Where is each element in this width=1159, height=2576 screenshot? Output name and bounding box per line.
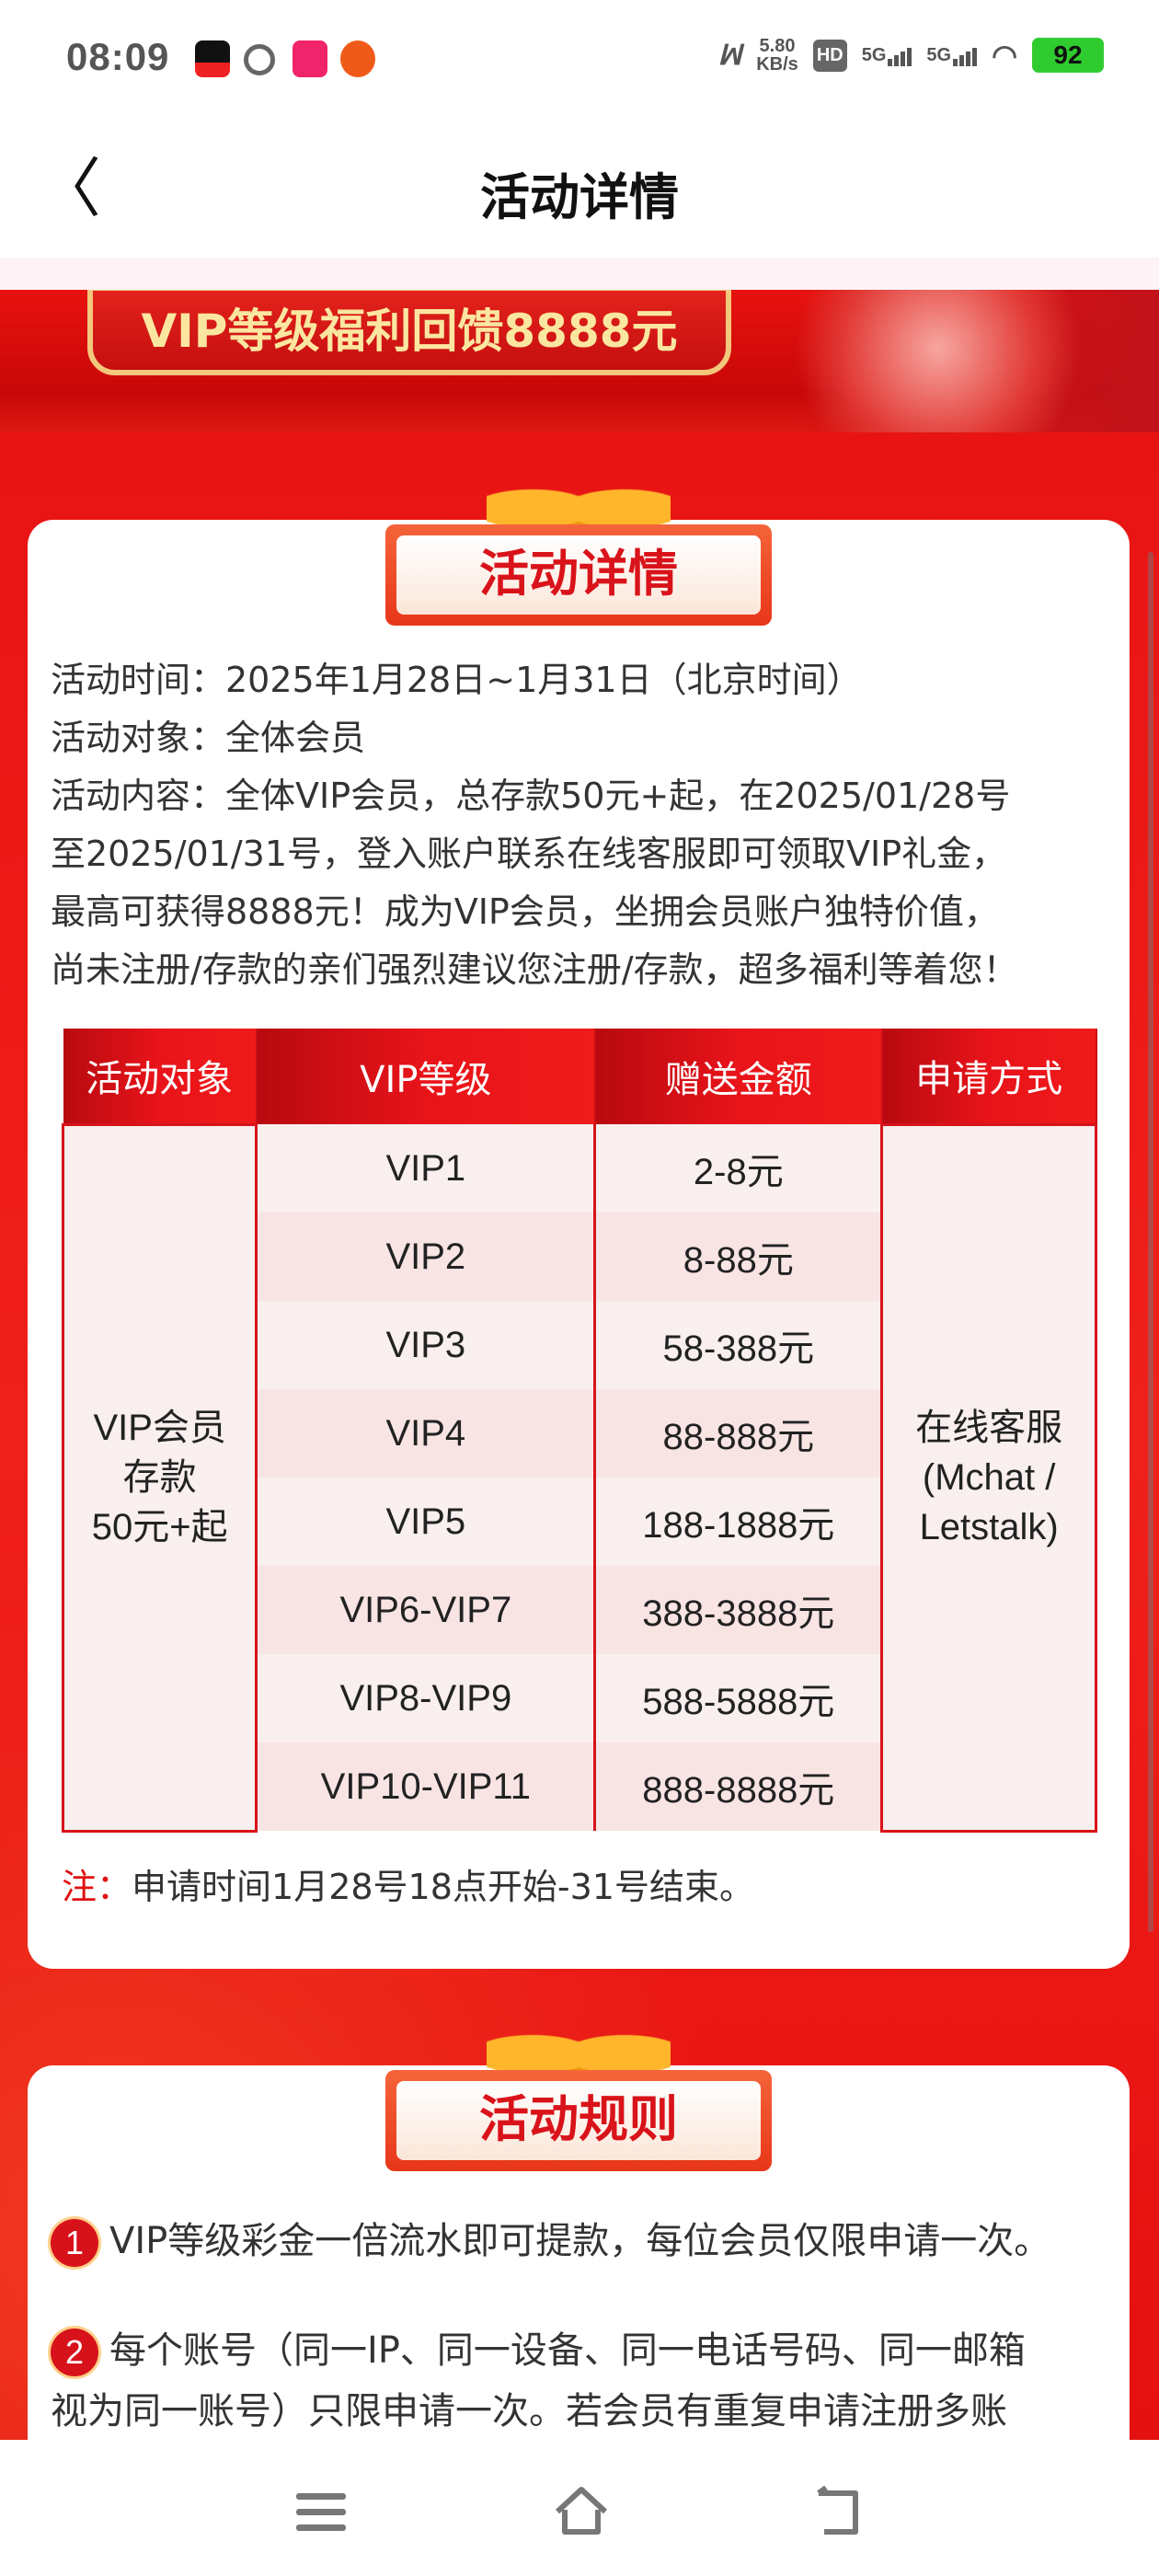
level-cell: VIP8-VIP9 (255, 1654, 597, 1742)
header-amount: 赠送金额 (594, 1029, 883, 1124)
method-text: 在线客服 (915, 1408, 1063, 1448)
amount-cell: 588-5888元 (593, 1654, 884, 1742)
header-level: VIP等级 (256, 1029, 596, 1124)
app-notification-icon (340, 40, 375, 77)
signal-icon: 5G (926, 44, 978, 66)
vip-reward-table: 活动对象 VIP等级 赠送金额 申请方式 VIP会员存款 50元+起 VIP1 2-8… (61, 1029, 1097, 1833)
scrollbar[interactable] (1148, 552, 1153, 1932)
level-cell: VIP2 (255, 1213, 597, 1301)
network-speed: 5.80 KB/s (756, 37, 798, 74)
level-cell: VIP3 (255, 1301, 597, 1389)
speed-value: 5.80 (759, 36, 796, 56)
table-row: VIP会员存款 50元+起 VIP1 2-8元在线客服 (Mchat / Letstalk… (61, 1122, 1097, 1833)
app-header: 〈 活动详情 (0, 124, 1159, 258)
target-cell: VIP会员存款 50元+起 (61, 1122, 258, 1833)
target-text: 存款 (122, 1457, 197, 1498)
details-card: 活动详情 活动时间：2025年1月28日~1月31日（北京时间） 活动对象：全体… (28, 465, 1130, 1969)
table-row: VIP4 88-888元 (63, 1389, 1096, 1478)
speed-unit: KB/s (756, 54, 798, 75)
chevron-left-icon[interactable]: 〈 (37, 151, 101, 226)
header-target: 活动对象 (63, 1029, 258, 1124)
divider (0, 258, 1159, 290)
hd-icon: HD (812, 39, 847, 72)
sync-icon (244, 44, 275, 75)
back-icon[interactable] (811, 2486, 863, 2537)
wifi-icon: ◠ (992, 39, 1017, 72)
battery-icon: 92 (1032, 38, 1104, 73)
amount-cell: 88-888元 (593, 1389, 884, 1478)
level-cell: VIP10-VIP11 (255, 1742, 597, 1831)
page-title: 活动详情 (480, 168, 679, 226)
method-text: (Mchat / (922, 1457, 1056, 1498)
status-bar: 08:09 ꟽ 5.80 KB/s HD 5G 5G ◠ 92 (0, 0, 1159, 124)
app-notification-icon (293, 40, 327, 77)
table-header: 活动对象 VIP等级 赠送金额 申请方式 (63, 1029, 1097, 1124)
amount-cell: 188-1888元 (593, 1478, 884, 1566)
table-row: VIP2 8-88元 (63, 1213, 1096, 1301)
level-cell: VIP5 (255, 1478, 597, 1566)
system-nav-bar (0, 2440, 1159, 2576)
clock: 08:09 (66, 35, 170, 78)
table-row: VIP6-VIP7 388-3888元 (63, 1566, 1096, 1654)
details-text: 活动时间：2025年1月28日~1月31日（北京时间） 活动对象：全体会员 活动… (51, 651, 1018, 999)
section-ribbon: 活动详情 (385, 465, 772, 626)
number-badge: 1 (51, 2219, 98, 2267)
section-title: 活动详情 (396, 535, 761, 615)
rule-text: 视为同一账号）只限申请一次。若会员有重复申请注册多账 (51, 2390, 1007, 2432)
activity-content: 至2025/01/31号，登入账户联系在线客服即可领取VIP礼金， (51, 834, 1007, 874)
activity-content: 最高可获得8888元！成为VIP会员，坐拥会员账户独特价值， (51, 891, 999, 932)
level-cell: VIP4 (255, 1389, 597, 1478)
rule-item: 2 每个账号（同一IP、同一设备、同一电话号码、同一邮箱视为同一账号）只限申请一次… (51, 2320, 1026, 2442)
menu-icon[interactable] (296, 2493, 346, 2531)
target-text: VIP会员 (93, 1408, 226, 1448)
note: 注：申请时间1月28号18点开始-31号结束。 (62, 1858, 754, 1909)
level-cell: VIP1 (255, 1124, 597, 1213)
activity-content: 活动内容：全体VIP会员，总存款50元+起，在2025/01/28号 (51, 776, 1011, 816)
amount-cell: 388-3888元 (593, 1566, 884, 1654)
carrier-icon: ꟽ (717, 40, 742, 71)
rule-text: 每个账号（同一IP、同一设备、同一电话号码、同一邮箱 (109, 2329, 1026, 2372)
signal-icon: 5G (862, 45, 912, 66)
activity-time: 活动时间：2025年1月28日~1月31日（北京时间） (51, 660, 862, 700)
table-row: VIP8-VIP9 588-5888元 (63, 1654, 1096, 1742)
app-notification-icon (195, 40, 230, 77)
amount-cell: 2-8元 (593, 1124, 884, 1213)
method-text: Letstalk) (919, 1507, 1059, 1547)
sim1-label: 5G (861, 44, 887, 65)
back-button[interactable]: 〈 (37, 152, 101, 225)
activity-content: 尚未注册/存款的亲们强烈建议您注册/存款，超多福利等着您！ (51, 949, 1018, 990)
section-title: 活动规则 (396, 2081, 761, 2160)
amount-cell: 58-388元 (593, 1301, 884, 1389)
section-ribbon: 活动规则 (385, 2010, 772, 2171)
table-row: VIP10-VIP11 888-8888元 (63, 1742, 1096, 1831)
method-cell: 在线客服 (Mchat / Letstalk) (880, 1122, 1097, 1833)
promo-banner: VIP等级福利回馈8888元 (0, 290, 1159, 437)
rule-item: 1 VIP等级彩金一倍流水即可提款，每位会员仅限申请一次。 (51, 2211, 1050, 2271)
table-row: VIP3 58-388元 (63, 1301, 1096, 1389)
banner-title: VIP等级福利回馈8888元 (87, 290, 731, 375)
gift-bag-image (791, 290, 1159, 437)
sim2-label: 5G (926, 44, 952, 65)
note-label: 注： (62, 1867, 132, 1907)
note-text: 申请时间1月28号18点开始-31号结束。 (132, 1867, 754, 1907)
rule-text: VIP等级彩金一倍流水即可提款，每位会员仅限申请一次。 (109, 2220, 1051, 2262)
level-cell: VIP6-VIP7 (255, 1566, 597, 1654)
amount-cell: 8-88元 (593, 1213, 884, 1301)
table-row: VIP5 188-1888元 (63, 1478, 1096, 1566)
amount-cell: 888-8888元 (593, 1742, 884, 1831)
number-badge: 2 (51, 2329, 98, 2376)
header-method: 申请方式 (881, 1029, 1097, 1124)
activity-target: 活动对象：全体会员 (51, 718, 366, 758)
target-text: 50元+起 (91, 1507, 228, 1547)
home-icon[interactable] (552, 2486, 611, 2537)
